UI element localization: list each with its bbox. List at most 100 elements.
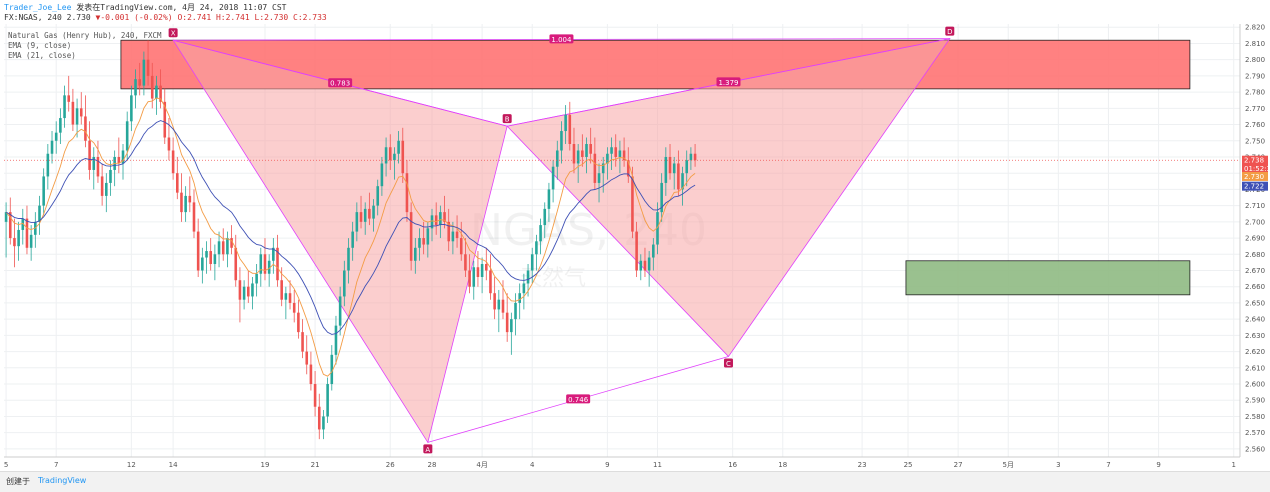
candle-body xyxy=(84,116,87,141)
candle-body xyxy=(180,192,183,213)
candle-body xyxy=(647,257,651,271)
candle-body xyxy=(384,147,388,164)
legend-ema21[interactable]: EMA (21, close) xyxy=(8,51,76,60)
price-tick-label: 2.580 xyxy=(1245,413,1265,421)
candle-body xyxy=(672,163,676,174)
author[interactable]: Trader_Joe_Lee xyxy=(4,3,72,12)
candle-body xyxy=(405,173,409,213)
time-tick-label: 9 xyxy=(1156,461,1160,469)
candle-body xyxy=(510,319,513,333)
candles xyxy=(4,40,697,440)
time-tick-label: 28 xyxy=(428,461,437,469)
candle-body xyxy=(92,156,96,170)
legend-ema9[interactable]: EMA (9, close) xyxy=(8,41,72,50)
candle-body xyxy=(631,176,634,232)
candle-body xyxy=(409,212,413,261)
time-tick-label: 21 xyxy=(311,461,320,469)
candle-body xyxy=(610,147,613,154)
candle-body xyxy=(276,247,279,281)
candle-body xyxy=(75,108,79,125)
published-info: 发表在TradingView.com, 4月 24, 2018 11:07 CS… xyxy=(76,3,287,12)
candle-body xyxy=(514,302,517,320)
candle-body xyxy=(67,95,71,102)
candle-body xyxy=(330,354,334,385)
candle-body xyxy=(322,416,325,430)
candle-body xyxy=(656,212,659,245)
ratio-tag xyxy=(549,34,574,44)
candle-body xyxy=(305,351,309,365)
candle-body xyxy=(272,247,275,261)
time-axis[interactable]: 5 7 12 14 19 21 26 28 4月 4 9 11 16 18 23 25 27 5月 3 7 9 1 xyxy=(4,456,1240,469)
price-tick-label: 2.630 xyxy=(1245,332,1265,340)
candle-body xyxy=(368,208,371,219)
candle-body xyxy=(280,280,283,300)
candle-body xyxy=(134,79,137,96)
ema-21-line xyxy=(5,120,696,335)
price-tag-bg xyxy=(1242,155,1268,165)
candle-body xyxy=(418,238,421,248)
candle-body xyxy=(439,212,442,226)
candle-body xyxy=(59,118,62,133)
candle-body xyxy=(555,150,559,167)
tradingview-logo[interactable]: TradingView xyxy=(38,476,87,485)
candle-body xyxy=(355,212,359,232)
candle-body xyxy=(585,144,588,157)
candle-body xyxy=(347,247,350,271)
price-axis[interactable]: 2.560 2.570 2.580 2.590 2.600 2.610 2.620 2.630… xyxy=(1239,24,1270,457)
candle-body xyxy=(372,205,375,219)
price-tick-label: 2.560 xyxy=(1245,445,1265,453)
footer: 创建于 TradingView xyxy=(0,471,1270,492)
point-tag-c xyxy=(723,358,733,368)
candle-body xyxy=(380,163,384,187)
candle-body xyxy=(25,218,29,248)
candle-body xyxy=(226,238,229,255)
time-tick-label: 7 xyxy=(54,461,58,469)
candle-body xyxy=(401,140,405,174)
candle-body xyxy=(547,189,551,209)
candle-body xyxy=(88,140,91,170)
candle-body xyxy=(668,156,672,174)
candle-body xyxy=(38,205,41,222)
time-tick-label: 25 xyxy=(904,461,913,469)
candle-body xyxy=(309,364,313,385)
candle-body xyxy=(489,270,492,294)
candle-body xyxy=(351,231,354,248)
ratio-label: 1.379 xyxy=(718,79,738,87)
zones xyxy=(120,39,1191,296)
candle-body xyxy=(255,273,258,284)
time-tick-label: 4月 xyxy=(476,461,487,469)
time-tick-label: 9 xyxy=(605,461,609,469)
ratio-label: 1.004 xyxy=(551,36,572,44)
candle-body xyxy=(526,270,530,284)
candle-body xyxy=(130,95,133,122)
candle-body xyxy=(46,153,50,177)
legend-series[interactable]: Natural Gas (Henry Hub), 240, FXCM xyxy=(8,31,162,40)
candle-body xyxy=(539,225,542,242)
price-tick-label: 2.800 xyxy=(1245,56,1265,64)
candle-body xyxy=(493,293,496,310)
ratio-tag xyxy=(716,77,741,87)
time-tick-label: 5 xyxy=(4,461,8,469)
time-tick-label: 26 xyxy=(386,461,395,469)
price-tag-bg xyxy=(1242,181,1268,191)
candle-body xyxy=(643,260,647,271)
price-tag-bg xyxy=(1242,171,1268,181)
candle-body xyxy=(622,150,626,161)
candle-body xyxy=(13,238,16,247)
candle-body xyxy=(618,150,622,157)
candle-body xyxy=(476,267,480,277)
candle-body xyxy=(343,270,346,297)
harmonic-pattern[interactable] xyxy=(172,38,951,444)
price-tick-label: 2.610 xyxy=(1245,364,1265,372)
candle-body xyxy=(443,212,446,222)
price-tick-label: 2.670 xyxy=(1245,267,1265,275)
candle-body xyxy=(501,299,505,313)
candle-body xyxy=(71,101,75,125)
candle-body xyxy=(522,283,526,294)
time-tick-label: 27 xyxy=(954,461,963,469)
symbol-line: FX:NGAS, 240 2.730 ▼-0.001 (-0.02%) O:2.… xyxy=(4,13,327,22)
candle-body xyxy=(259,254,263,274)
point-label-x: X xyxy=(171,30,176,38)
candle-body xyxy=(288,293,292,303)
